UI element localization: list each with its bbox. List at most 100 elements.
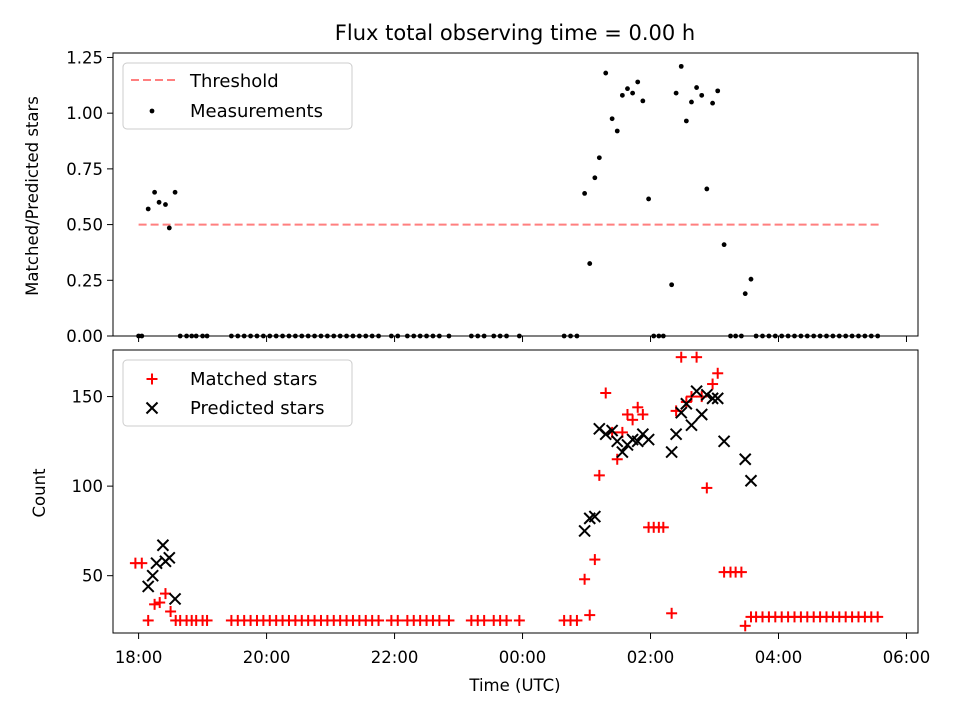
- y-tick-label: 1.25: [66, 48, 103, 67]
- measurement-point: [619, 92, 625, 98]
- matched-stars-point: [142, 614, 154, 626]
- y-axis-label-ratio: Matched/Predicted stars: [23, 96, 42, 296]
- x-tick-label: 02:00: [627, 648, 675, 667]
- predicted-stars-point: [690, 384, 703, 398]
- y-tick-label: 150: [72, 388, 104, 407]
- measurement-point: [582, 190, 588, 196]
- matched-stars-point: [707, 378, 719, 390]
- measurement-point: [625, 86, 630, 92]
- x-tick-label: 00:00: [499, 648, 547, 667]
- matched-stars-point: [627, 414, 639, 426]
- matched-stars-point: [593, 469, 605, 481]
- matched-stars-point: [680, 396, 692, 408]
- y-tick-label: 100: [72, 477, 104, 496]
- measurement-point: [748, 276, 754, 282]
- matched-stars-point: [872, 611, 884, 623]
- count-panel: Count Time (UTC) 50 100 150 18:00 20:00 22:0…: [30, 349, 931, 695]
- predicted-stars-point: [711, 392, 724, 405]
- measurement-point: [609, 116, 615, 122]
- predicted-stars-point: [739, 453, 752, 466]
- measurement-point: [694, 85, 699, 90]
- predicted-stars-point: [695, 408, 708, 421]
- measurement-point: [721, 242, 727, 248]
- matched-stars-point: [611, 453, 623, 465]
- matched-stars-point: [373, 614, 385, 626]
- predicted-stars-point: [717, 435, 731, 448]
- predicted-stars-point: [578, 524, 591, 538]
- matched-stars-point: [637, 408, 649, 420]
- matched-stars-point: [589, 554, 601, 566]
- predicted-stars-point: [706, 392, 719, 405]
- measurement-point: [630, 90, 636, 96]
- matched-stars-point: [513, 614, 525, 626]
- measurement-point: [166, 225, 172, 231]
- matched-stars-point: [201, 614, 213, 626]
- y-tick-label: 1.00: [66, 104, 103, 123]
- measurement-point: [669, 282, 675, 288]
- predicted-stars-point: [616, 445, 629, 459]
- measurement-point: [152, 189, 157, 195]
- predicted-stars-point: [141, 580, 155, 593]
- count-axes-frame: [112, 349, 919, 634]
- predicted-stars-point: [168, 592, 182, 606]
- count-legend: Matched stars Predicted stars: [122, 359, 353, 427]
- measurement-point: [704, 186, 710, 192]
- matched-stars-point: [739, 620, 751, 632]
- ratio-panel: Flux total observing time = 0.00 h Match…: [23, 21, 919, 346]
- y-ticks-count: 50 100 150: [72, 388, 113, 586]
- matched-stars-point: [443, 614, 455, 626]
- measurement-point: [145, 206, 151, 212]
- matched-stars-point: [154, 597, 166, 609]
- legend-plus-glyph: [146, 373, 158, 385]
- matched-stars-point: [571, 614, 583, 626]
- ratio-legend: Threshold Measurements: [122, 62, 353, 130]
- x-tick-label: 04:00: [755, 648, 803, 667]
- measurement-point: [603, 70, 609, 76]
- measurement-point: [635, 79, 641, 85]
- y-tick-label: 0.00: [66, 327, 103, 346]
- ratio-axes-frame: [112, 52, 919, 337]
- matched-stars-point: [600, 387, 612, 399]
- predicted-stars-point: [605, 424, 619, 437]
- matched-stars-point: [433, 614, 445, 626]
- legend-x-glyph: [145, 401, 159, 415]
- x-tick-label: 06:00: [883, 648, 931, 667]
- legend-measurements-marker: [149, 108, 155, 114]
- y-tick-label: 0.75: [66, 160, 103, 179]
- predicted-stars-point: [680, 397, 693, 410]
- matched-stars-point: [136, 557, 148, 569]
- matched-stars-point: [392, 614, 404, 626]
- y-axis-label-count: Count: [30, 468, 49, 518]
- predicted-stars-point: [669, 427, 683, 441]
- measurement-point: [715, 88, 721, 94]
- matched-stars-point: [501, 614, 513, 626]
- ratio-plot-area: [136, 63, 881, 339]
- measurement-point: [163, 202, 168, 207]
- measurement-point: [678, 63, 684, 69]
- predicted-stars-point: [631, 435, 644, 448]
- matched-stars-point: [657, 521, 669, 533]
- matched-stars-point: [675, 351, 687, 363]
- predicted-stars-point: [611, 435, 624, 448]
- y-tick-label: 50: [82, 567, 103, 586]
- measurement-point: [156, 199, 162, 205]
- predicted-stars-point: [599, 427, 612, 441]
- measurement-point: [646, 196, 652, 202]
- predicted-stars-point: [700, 388, 714, 401]
- measurement-point: [640, 98, 646, 104]
- matched-stars-point: [149, 598, 161, 610]
- measurement-point: [592, 175, 598, 181]
- matched-stars-point: [632, 401, 644, 413]
- legend-predicted-marker: [145, 401, 159, 415]
- matched-stars-point: [735, 566, 747, 578]
- measurement-point: [710, 100, 715, 106]
- chart-title: Flux total observing time = 0.00 h: [335, 21, 695, 45]
- x-tick-label: 18:00: [115, 648, 163, 667]
- x-tick-label: 20:00: [243, 648, 291, 667]
- y-ticks-ratio: 0.00 0.25 0.50 0.75 1.00 1.25: [66, 48, 113, 346]
- count-plot-area: [129, 351, 884, 632]
- matched-stars-point: [165, 606, 177, 618]
- legend-measurements-label: Measurements: [190, 101, 323, 122]
- matched-stars-point: [701, 482, 713, 494]
